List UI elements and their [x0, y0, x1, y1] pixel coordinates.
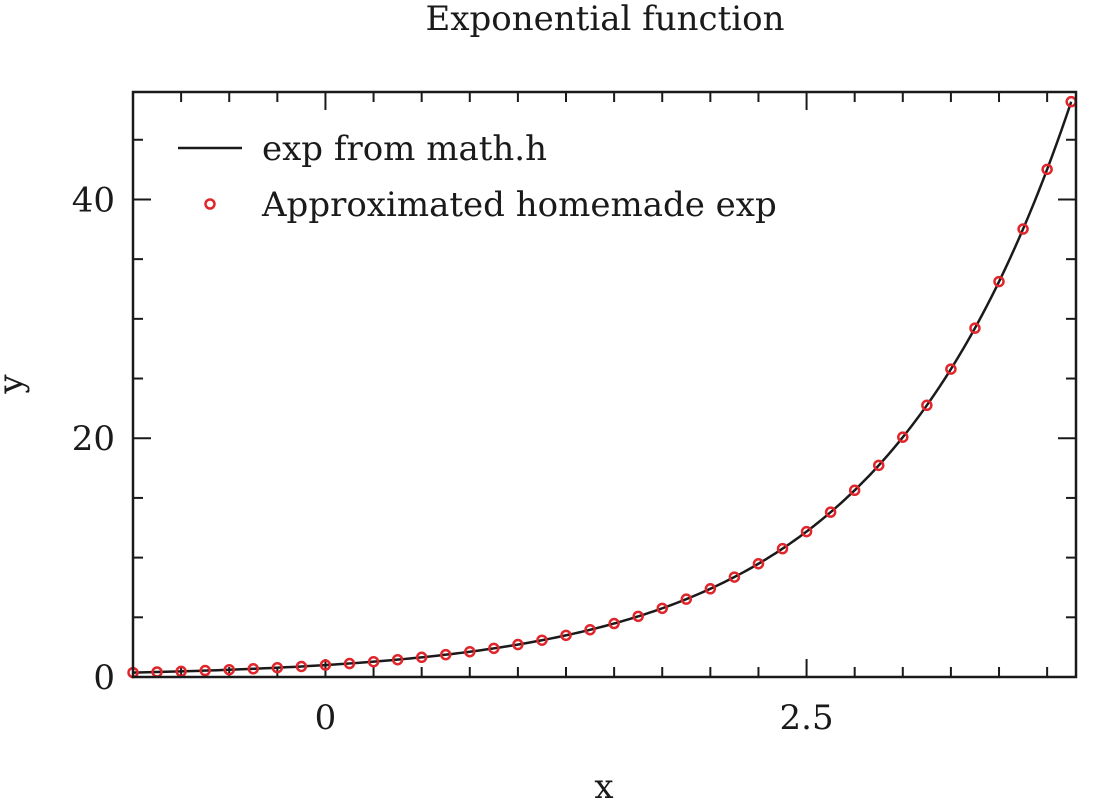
- legend-label-exp: exp from math.h: [262, 129, 547, 169]
- data-point: [704, 583, 717, 595]
- data-point: [367, 655, 380, 668]
- data-point: [776, 542, 789, 555]
- data-point: [536, 634, 548, 646]
- data-point: [1041, 163, 1053, 176]
- y-axis-label: y: [0, 374, 31, 395]
- y-tick-label: 0: [93, 658, 115, 698]
- data-point: [584, 623, 596, 636]
- data-point: [415, 651, 428, 664]
- data-point: [271, 661, 284, 674]
- data-point: [295, 660, 308, 673]
- data-point: [247, 663, 260, 675]
- legend-marker-swatch: [204, 198, 216, 210]
- data-point: [656, 602, 668, 615]
- data-point: [391, 653, 404, 666]
- x-tick-label: 0: [315, 698, 337, 738]
- legend-label-approx: Approximated homemade exp: [261, 185, 777, 225]
- data-point: [728, 571, 741, 583]
- data-point: [608, 617, 620, 630]
- data-point: [512, 638, 524, 651]
- data-point: [872, 459, 885, 472]
- axis-tick-labels: 0 2.5 0 20 40: [72, 180, 834, 738]
- data-point: [969, 322, 981, 334]
- y-tick-label: 40: [72, 180, 115, 220]
- data-point: [752, 557, 765, 570]
- data-point: [1017, 223, 1029, 235]
- data-point: [488, 642, 500, 655]
- data-point: [824, 506, 837, 518]
- legend: exp from math.h Approximated homemade ex…: [178, 129, 777, 225]
- data-point: [199, 664, 211, 677]
- data-point: [848, 484, 861, 497]
- data-point: [319, 659, 332, 671]
- y-tick-label: 20: [72, 419, 115, 459]
- data-point: [945, 363, 957, 375]
- data-point: [560, 629, 572, 642]
- data-point: [464, 645, 476, 658]
- data-point: [993, 275, 1005, 288]
- data-point: [921, 399, 933, 412]
- data-point: [632, 610, 644, 623]
- plot-frame: [131, 90, 1078, 679]
- series-line-exp: [132, 101, 1073, 674]
- data-point: [800, 525, 813, 538]
- data-point: [223, 663, 235, 676]
- data-point: [439, 648, 452, 661]
- data-point: [343, 657, 356, 670]
- data-point: [897, 431, 909, 443]
- chart-title: Exponential function: [426, 0, 785, 39]
- x-axis-label: x: [594, 767, 613, 801]
- axis-ticks: [132, 92, 1076, 678]
- x-tick-label: 2.5: [780, 698, 834, 738]
- data-point: [680, 593, 693, 605]
